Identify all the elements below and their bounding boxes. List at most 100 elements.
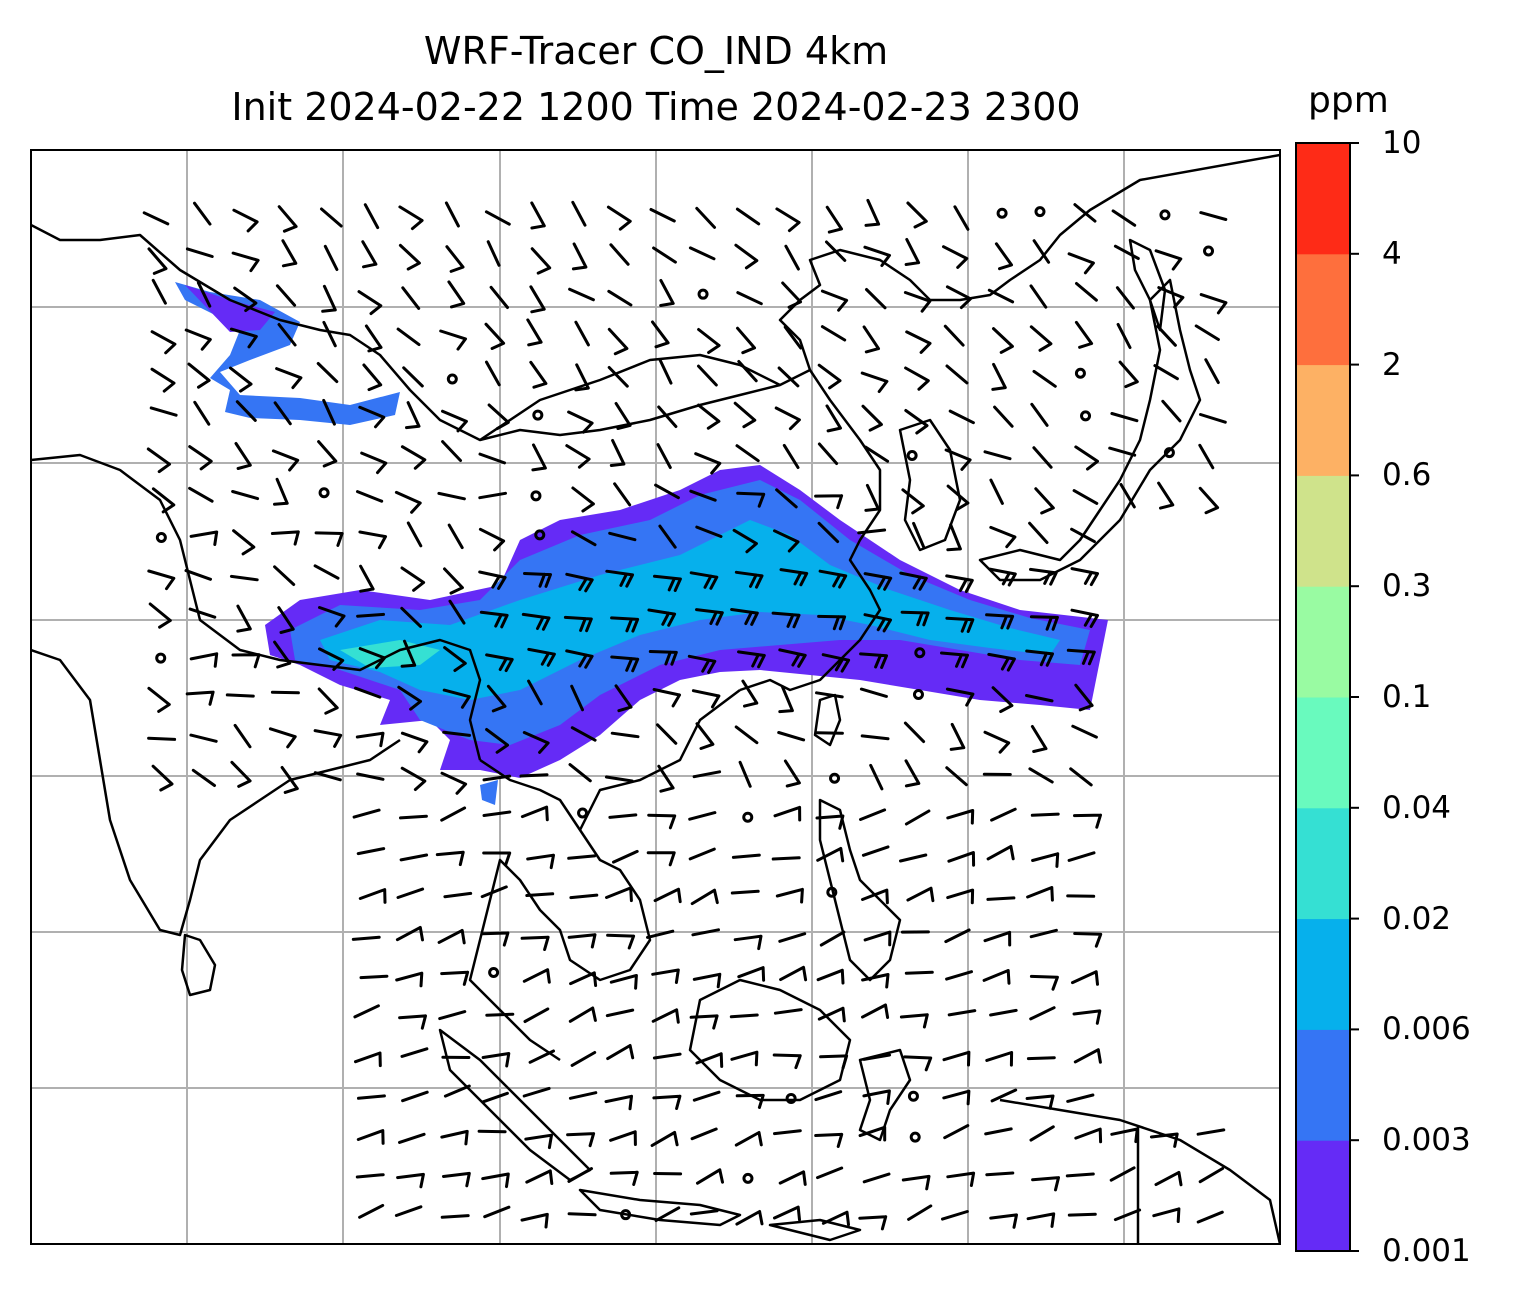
wind-barb <box>567 410 594 434</box>
wind-barb <box>944 928 971 944</box>
wind-barb <box>1108 446 1137 457</box>
wind-barb <box>692 1090 721 1102</box>
wind-barb <box>614 684 633 713</box>
wind-barb <box>361 240 378 269</box>
wind-barb <box>443 1084 471 1098</box>
wind-barb <box>401 1090 429 1103</box>
wind-barb <box>1116 322 1132 349</box>
wind-barb <box>778 1170 807 1186</box>
wind-barb <box>149 406 178 417</box>
calm-wind-circle <box>1159 209 1171 221</box>
wind-barb <box>652 1094 682 1110</box>
wind-barb <box>235 400 257 422</box>
wind-barb <box>1199 413 1227 424</box>
wind-barb <box>773 1008 803 1015</box>
wind-barb <box>479 610 509 629</box>
wind-barb <box>784 244 800 271</box>
wind-barb <box>570 726 597 742</box>
wind-barb <box>1067 252 1095 275</box>
wind-barb <box>906 201 928 229</box>
wind-barb <box>395 971 424 988</box>
calm-wind-circle <box>488 966 500 978</box>
wind-barb <box>737 650 766 669</box>
wind-barb <box>268 727 297 749</box>
wind-barb <box>943 1124 970 1140</box>
wind-barb <box>687 654 717 674</box>
wind-barb <box>903 721 926 744</box>
wind-barb <box>485 653 514 673</box>
wind-barb <box>571 486 595 513</box>
wind-barb <box>695 206 716 229</box>
wind-barb <box>189 530 219 546</box>
wind-barb <box>695 722 715 750</box>
wind-barb <box>783 325 803 350</box>
wind-barb <box>773 529 800 553</box>
wind-barb <box>1152 1207 1181 1223</box>
wind-barb <box>565 649 594 669</box>
wind-barb <box>945 285 972 310</box>
wind-barb <box>147 686 171 713</box>
wind-barb <box>825 240 847 262</box>
wind-barb <box>318 606 346 628</box>
wind-barb <box>442 688 471 709</box>
wind-barb <box>399 853 429 862</box>
wind-barbs <box>142 198 1228 1231</box>
colorbar-tick-label: 10 <box>1382 125 1422 161</box>
wind-barb <box>1198 1167 1225 1184</box>
wind-barb <box>1153 364 1179 381</box>
wind-barb <box>860 371 889 393</box>
calm-wind-circle <box>742 1172 754 1184</box>
wind-barb <box>314 531 344 547</box>
wind-barb <box>151 278 167 305</box>
new-guinea <box>999 1098 1280 1244</box>
wind-barb <box>653 574 682 592</box>
calm-wind-circle <box>829 772 841 784</box>
sri-lanka <box>180 933 217 997</box>
wind-barb <box>901 1174 931 1191</box>
wind-barb <box>903 291 932 313</box>
plume-nw-arm-inner <box>185 285 275 332</box>
wind-barb <box>688 847 716 861</box>
wind-barb <box>688 811 717 821</box>
wind-barb <box>568 763 592 783</box>
wind-barb <box>440 970 470 986</box>
wind-barb <box>478 570 507 590</box>
wind-barb <box>862 1172 891 1184</box>
plume-level-0.006 <box>320 520 1060 700</box>
wind-barb <box>904 759 921 788</box>
colorbar-tick-label: 0.001 <box>1382 1233 1471 1269</box>
wind-barb <box>732 528 758 554</box>
wind-barb <box>567 1212 597 1217</box>
wind-barb <box>522 968 551 984</box>
wind-barb <box>484 210 511 226</box>
wind-barb <box>691 928 720 937</box>
wind-barb <box>316 362 339 384</box>
colorbar-segment <box>1296 807 1350 920</box>
wind-barb <box>1032 369 1057 388</box>
wind-barb <box>741 679 759 708</box>
wind-barb <box>482 774 512 782</box>
wind-barb <box>858 1125 887 1142</box>
wind-barb <box>480 931 510 947</box>
wind-barb <box>986 896 1016 901</box>
wind-barb <box>443 567 464 595</box>
wind-barb <box>356 847 386 856</box>
central-asia-border <box>31 153 1280 442</box>
wind-barb <box>945 574 974 593</box>
wind-barb <box>863 930 892 947</box>
wind-barb <box>945 687 975 707</box>
wind-barb <box>1154 1170 1183 1187</box>
wind-barb <box>778 685 794 714</box>
wind-barb <box>777 366 800 388</box>
wind-barb <box>485 728 509 754</box>
wind-barb <box>1029 325 1053 352</box>
wind-barb <box>940 651 969 669</box>
wind-barb <box>358 530 387 550</box>
wind-barb <box>148 602 172 629</box>
wind-barb <box>1110 1127 1139 1144</box>
wind-barb <box>733 401 757 429</box>
wind-barb <box>1071 724 1098 739</box>
calm-wind-circle <box>697 288 709 300</box>
wind-barb <box>857 528 887 535</box>
wind-barb <box>904 809 931 826</box>
